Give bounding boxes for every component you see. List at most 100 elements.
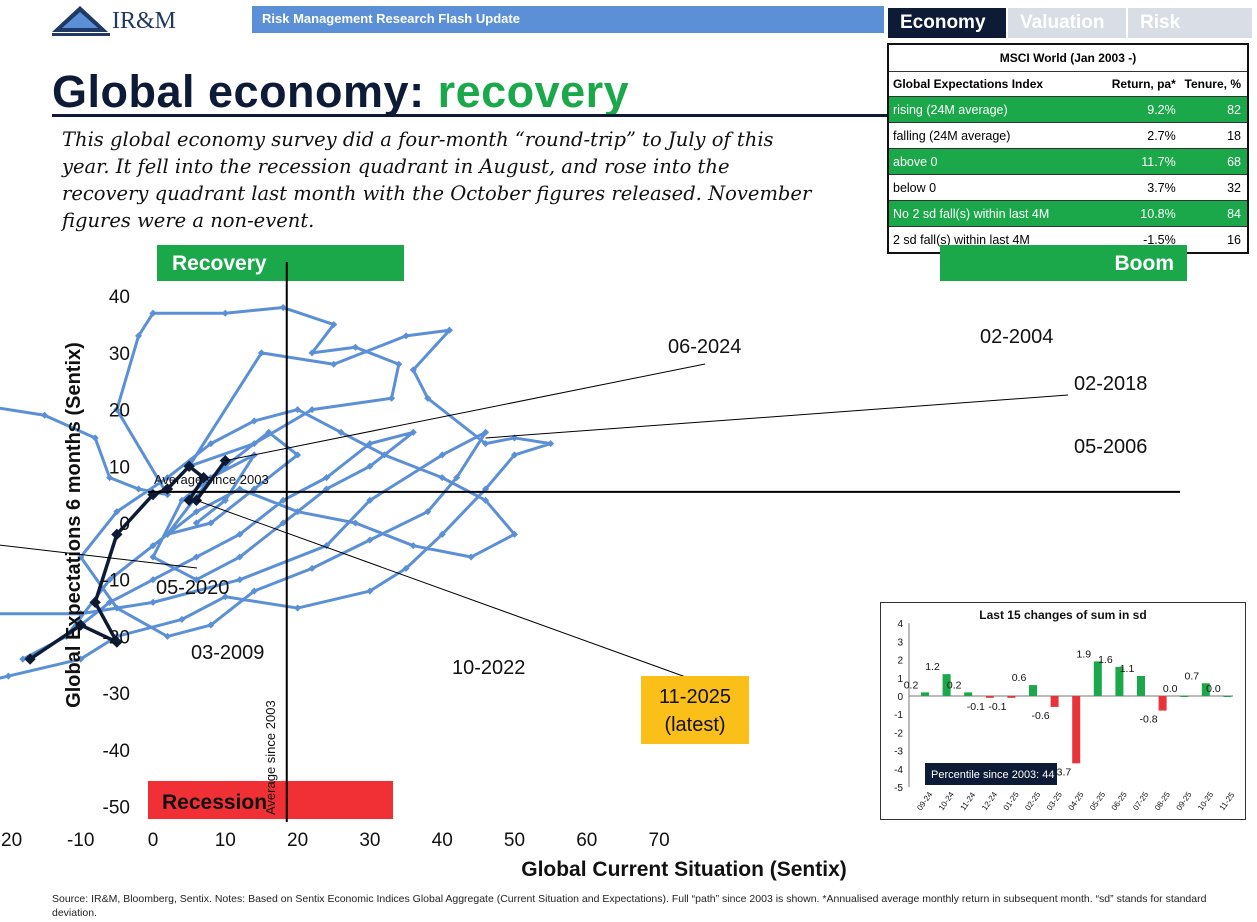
history-point: [482, 428, 490, 436]
history-point: [149, 598, 157, 606]
history-point: [149, 553, 157, 561]
y-tick-label: -10: [103, 571, 130, 592]
history-point: [294, 604, 302, 612]
table-cell: above 0: [893, 154, 938, 169]
tab-economy[interactable]: Economy: [888, 8, 1006, 38]
inset-y-tick: -3: [894, 747, 903, 758]
point-label: 10-2022: [452, 657, 525, 679]
history-point: [221, 496, 229, 504]
msci-stats-table: MSCI World (Jan 2003 -) Global Expectati…: [887, 43, 1249, 254]
inset-value-label: -0.8: [1140, 714, 1158, 726]
table-row: No 2 sd fall(s) within last 4M 10.8% 84: [889, 200, 1247, 226]
table-row: below 0 3.7% 32: [889, 174, 1247, 200]
quadrant-box-recovery: [157, 245, 404, 281]
inset-value-label: -0.1: [988, 701, 1006, 713]
history-point: [250, 485, 258, 493]
table-cell: 82: [1227, 102, 1241, 117]
history-point: [279, 304, 287, 312]
inset-value-label: -3.7: [1053, 766, 1071, 778]
table-cell: 84: [1227, 206, 1241, 221]
history-point: [192, 519, 200, 527]
inset-bar: [1007, 696, 1016, 698]
inset-x-tick: 08-25: [1153, 790, 1172, 812]
quadrant-box-recession: [148, 781, 393, 819]
history-point: [250, 587, 258, 595]
inset-y-tick: 4: [897, 619, 903, 630]
table-col-header: Tenure, %: [1184, 77, 1241, 91]
quadrant-label-recovery: Recovery: [172, 252, 267, 275]
point-label-latest: 11-2025: [659, 686, 731, 708]
history-point: [322, 474, 331, 482]
inset-bar: [985, 696, 994, 698]
history-point: [135, 332, 143, 340]
tab-valuation[interactable]: Valuation: [1008, 8, 1126, 38]
history-point: [149, 309, 157, 317]
inset-y-tick: -5: [894, 783, 903, 794]
history-point: [236, 485, 244, 493]
inset-y-tick: 1: [897, 674, 903, 685]
inset-x-tick: 11-24: [958, 790, 977, 812]
history-point: [482, 440, 490, 448]
table-cell: 18: [1227, 128, 1241, 143]
point-label: 02-2004: [980, 326, 1053, 348]
inset-value-label: 0.6: [1012, 672, 1027, 684]
average-label-y: Average since 2003: [154, 472, 269, 487]
history-point: [402, 332, 410, 340]
history-point: [192, 576, 200, 584]
inset-x-tick: 06-25: [1110, 790, 1129, 812]
history-point: [380, 451, 388, 459]
y-tick-label: -50: [103, 798, 130, 819]
table-cell: -1.5%: [1143, 232, 1176, 247]
history-point: [445, 326, 453, 334]
inset-value-label: 0.7: [1184, 670, 1199, 682]
history-point: [294, 451, 302, 459]
inset-x-tick: 10-25: [1196, 790, 1215, 812]
history-point: [106, 598, 114, 606]
inset-y-tick: 0: [897, 692, 903, 703]
history-point: [192, 553, 200, 561]
history-point: [366, 536, 374, 544]
x-tick-label: -10: [67, 830, 94, 851]
title-main: Global economy:: [52, 66, 438, 117]
inset-value-label: 0.0: [1163, 683, 1178, 695]
inset-x-tick: 02-25: [1023, 790, 1042, 812]
history-point: [424, 508, 432, 516]
history-point: [424, 394, 432, 402]
history-point: [163, 632, 171, 640]
y-tick-label: 20: [109, 401, 130, 422]
y-tick-label: -40: [103, 741, 130, 762]
inset-value-label: 1.1: [1120, 663, 1135, 675]
point-label: 03-2009: [191, 642, 264, 664]
history-point: [351, 519, 359, 527]
inset-value-label: 0.2: [947, 679, 962, 691]
banner-bar: [252, 6, 884, 33]
table-cell: 2.7%: [1147, 128, 1176, 143]
history-point: [236, 530, 244, 538]
table-row: rising (24M average) 9.2% 82: [889, 96, 1247, 122]
leader-line: [196, 499, 695, 681]
y-tick-label: -20: [103, 627, 130, 648]
point-label: 05-2006: [1074, 436, 1147, 458]
inset-value-label: 1.9: [1076, 648, 1091, 660]
latest-label-box: [641, 676, 749, 744]
point-label-latest-sub: (latest): [664, 714, 725, 736]
history-point: [453, 474, 461, 482]
history-point: [77, 553, 85, 561]
inset-bar: [1050, 696, 1059, 707]
inset-title: Last 15 changes of sum in sd: [979, 608, 1146, 622]
inset-x-tick: 09-24: [915, 790, 934, 812]
history-point: [351, 343, 359, 351]
leader-line: [225, 363, 706, 462]
inset-x-tick: 12-24: [980, 790, 999, 812]
point-label: 05-2020: [156, 577, 229, 599]
history-point: [330, 321, 338, 329]
logo-text: IR&M: [112, 8, 177, 34]
table-cell: 32: [1227, 180, 1241, 195]
page-title: Global economy: recovery: [52, 66, 629, 118]
history-point: [438, 451, 446, 459]
y-axis-title: Global Expectations 6 months (Sentix): [63, 342, 85, 708]
x-tick-label: 70: [649, 830, 670, 851]
tab-risk[interactable]: Risk: [1128, 8, 1252, 38]
inset-bar-chart-panel: Last 15 changes of sum in sd -5 -4 -3 -2 -1 0 1…: [880, 602, 1246, 820]
history-point: [19, 655, 27, 663]
